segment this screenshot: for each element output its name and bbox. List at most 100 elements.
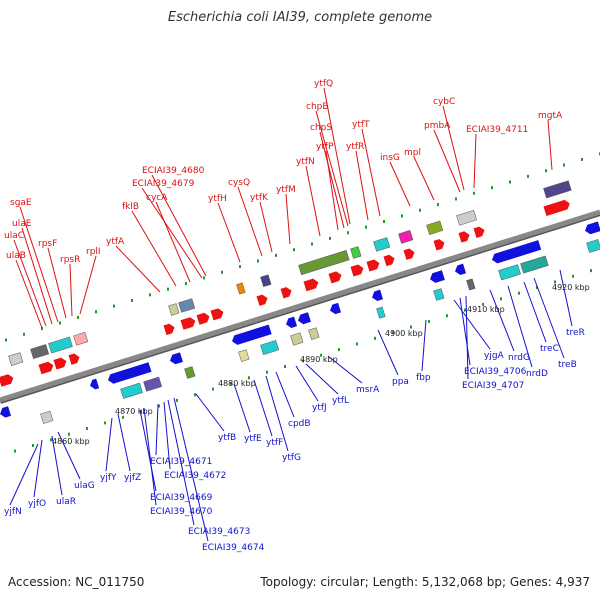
summary-text: Topology: circular; Length: 5,132,068 bp…: [260, 575, 590, 589]
gene-label-top: sgaE: [10, 198, 32, 208]
gene-label-bottom: msrA: [356, 385, 380, 395]
gene-label-top: ytfT: [352, 120, 370, 130]
forward-gene-arrow: [68, 353, 80, 365]
reverse-gene-arrow: [585, 221, 600, 235]
scale-dot: [545, 169, 547, 173]
leader-line: [21, 227, 53, 325]
gene-feature-box: [298, 249, 350, 276]
gene-label-bottom: yjfZ: [124, 473, 141, 483]
reverse-gene-arrow: [170, 352, 183, 365]
scale-dot: [365, 225, 367, 229]
gene-label-bottom: ytfG: [282, 453, 301, 463]
leader-line: [117, 413, 131, 472]
reverse-gene-arrow: [492, 240, 542, 264]
gene-feature-box: [236, 282, 246, 295]
leader-line: [19, 206, 59, 323]
reverse-gene-arrow: [232, 324, 272, 345]
gene-label-top: insG: [380, 153, 400, 163]
scale-dot: [446, 314, 448, 318]
leader-line: [139, 409, 157, 492]
gene-label-bottom: ytfB: [218, 433, 236, 443]
leader-line: [559, 269, 573, 327]
leader-line: [473, 133, 477, 189]
scale-dot: [5, 338, 7, 342]
tick-label: 4860 kbp: [52, 437, 90, 446]
scale-dot: [293, 248, 295, 252]
forward-gene-arrow: [403, 248, 415, 260]
gene-label-top: fklB: [122, 202, 139, 212]
scale-dot: [554, 280, 556, 284]
forward-gene-arrow: [163, 323, 175, 336]
leader-line: [163, 401, 171, 470]
scale-dot: [572, 274, 574, 278]
leader-line: [433, 129, 461, 193]
leader-line: [151, 174, 207, 277]
leader-line: [421, 319, 427, 372]
gene-label-bottom: ulaR: [56, 497, 76, 507]
gene-feature-box: [433, 288, 445, 301]
gene-label-bottom: ytfJ: [312, 403, 327, 413]
forward-gene-arrow: [433, 239, 445, 251]
scale-dot: [428, 319, 430, 323]
scale-dot: [338, 348, 340, 352]
leader-line: [131, 210, 177, 287]
gene-feature-box: [308, 327, 320, 340]
gene-feature-box: [498, 264, 521, 281]
gene-label-top: ytfR: [346, 142, 364, 152]
leader-line: [155, 201, 191, 283]
gene-label-top: pmbA: [424, 121, 451, 131]
leader-line: [237, 186, 263, 257]
leader-line: [285, 193, 291, 245]
scale-dot: [212, 387, 214, 391]
gene-feature-box: [426, 220, 444, 235]
gene-label-bottom: yjfN: [4, 507, 22, 517]
leader-line: [13, 239, 47, 327]
gene-feature-box: [543, 180, 572, 199]
scale-dot: [410, 325, 412, 329]
gene-feature-box: [30, 344, 50, 360]
scale-dot: [32, 443, 34, 447]
forward-gene-arrow: [196, 312, 210, 325]
gene-label-bottom: ECIAI39_4706: [464, 367, 527, 377]
forward-gene-arrow: [180, 317, 196, 330]
scale-dot: [500, 297, 502, 301]
gene-feature-box: [48, 336, 73, 354]
gene-label-bottom: ytfE: [244, 434, 262, 444]
scale-dot: [158, 404, 160, 408]
gene-feature-box: [143, 376, 163, 392]
leader-line: [323, 87, 351, 225]
gene-label-bottom: yjfY: [100, 473, 117, 483]
leader-line: [327, 355, 363, 384]
reverse-gene-arrow: [90, 378, 100, 390]
scale-dot: [77, 315, 79, 319]
reverse-gene-arrow: [430, 270, 445, 283]
scale-dot: [257, 259, 259, 263]
forward-gene-arrow: [473, 226, 485, 238]
accession-text: Accession: NC_011750: [8, 575, 145, 589]
leader-line: [233, 383, 251, 433]
leader-line: [275, 371, 295, 418]
tick-label: 4900 kbp: [385, 329, 423, 338]
leader-line: [305, 165, 321, 237]
gene-label-top: rplI: [86, 247, 101, 257]
leader-line: [361, 128, 381, 217]
forward-gene-arrow: [0, 374, 14, 387]
leader-line: [305, 363, 339, 395]
forward-gene-arrow: [303, 278, 319, 292]
leader-line: [155, 403, 159, 456]
scale-dot: [167, 287, 169, 291]
forward-gene-arrow: [256, 294, 268, 306]
map-title: Escherichia coli IAI39, complete genome: [167, 10, 433, 25]
leader-line: [459, 297, 471, 366]
scale-dot: [536, 286, 538, 290]
gene-label-top: ulaE: [12, 219, 32, 229]
scale-dot: [491, 186, 493, 190]
forward-gene-arrow: [38, 361, 54, 375]
gene-label-top: cysQ: [228, 178, 250, 188]
gene-label-bottom: nrdD: [526, 369, 548, 379]
gene-feature-box: [260, 340, 280, 355]
forward-gene-arrow: [350, 264, 364, 277]
gene-feature-box: [120, 382, 143, 399]
gene-label-top: ytfN: [296, 157, 315, 167]
